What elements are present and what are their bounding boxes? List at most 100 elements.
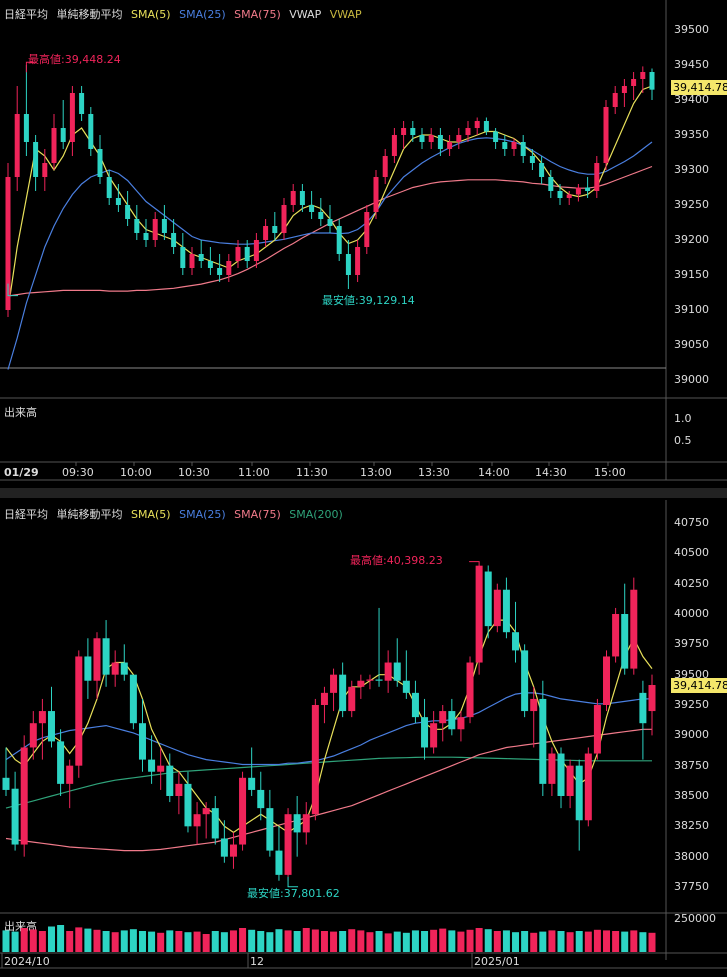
- daily-x-tick: 12: [250, 955, 264, 968]
- intraday-candle: [621, 86, 627, 93]
- daily-candle: [175, 783, 183, 796]
- daily-volume-bar: [84, 928, 92, 952]
- daily-volume-bar: [411, 930, 419, 952]
- daily-volume-bar: [239, 928, 247, 952]
- intraday-candle: [520, 142, 526, 156]
- daily-candle: [20, 747, 28, 845]
- daily-volume-bar: [20, 928, 28, 952]
- daily-candle: [339, 674, 347, 712]
- daily-candle: [593, 705, 601, 754]
- legend-sma5[interactable]: SMA(5): [131, 508, 171, 521]
- daily-y-tick: 39000: [674, 728, 709, 742]
- intraday-x-tick: 13:00: [360, 466, 392, 479]
- daily-high-label: 最高値:40,398.23: [350, 554, 443, 567]
- panel-divider: [0, 488, 727, 498]
- daily-low-label: 最安値:37,801.62: [247, 887, 340, 900]
- daily-volume-bar: [93, 929, 101, 952]
- daily-volume-bar: [257, 931, 265, 952]
- daily-candle: [202, 808, 210, 815]
- intraday-candle: [23, 114, 29, 142]
- daily-volume-tick: 250000: [674, 912, 716, 925]
- intraday-y-tick: 39400: [674, 93, 709, 106]
- daily-candle: [584, 753, 592, 821]
- daily-volume-bar: [111, 932, 119, 952]
- intraday-sma25-line: [7, 137, 653, 370]
- daily-y-tick: 38500: [674, 789, 709, 802]
- daily-volume-bar: [593, 929, 601, 952]
- intraday-volume-tick: 0.5: [674, 434, 692, 447]
- daily-candle: [166, 765, 174, 796]
- daily-candle: [148, 759, 156, 772]
- daily-legend: 日経平均 単純移動平均 SMA(5) SMA(25) SMA(75) SMA(2…: [4, 506, 348, 522]
- daily-candle: [257, 789, 265, 809]
- daily-candle: [348, 686, 356, 712]
- daily-volume-bar: [621, 931, 629, 952]
- intraday-x-tick: 15:00: [594, 466, 626, 479]
- daily-volume-bar: [47, 926, 55, 952]
- daily-volume-bar: [648, 932, 656, 952]
- intraday-candle: [428, 135, 434, 142]
- daily-chart-panel: 日経平均 単純移動平均 SMA(5) SMA(25) SMA(75) SMA(2…: [0, 500, 727, 977]
- daily-candle: [603, 656, 611, 705]
- legend-sma25[interactable]: SMA(25): [179, 8, 226, 21]
- legend-sma75[interactable]: SMA(75): [234, 8, 281, 21]
- intraday-candle: [60, 128, 66, 142]
- daily-volume-bar: [275, 929, 283, 952]
- intraday-x-tick: 10:00: [120, 466, 152, 479]
- legend-vwap-1[interactable]: VWAP: [289, 8, 322, 21]
- daily-volume-bar: [339, 931, 347, 952]
- legend-sma5[interactable]: SMA(5): [131, 8, 171, 21]
- legend-sma25[interactable]: SMA(25): [179, 508, 226, 521]
- daily-candle: [502, 589, 510, 633]
- daily-candle: [575, 765, 583, 821]
- daily-x-tick: 2024/10: [4, 955, 50, 968]
- intraday-candle: [373, 177, 379, 212]
- intraday-y-tick: 39500: [674, 23, 709, 36]
- daily-volume-bar: [57, 925, 65, 952]
- daily-candle: [229, 844, 237, 857]
- daily-volume-bar: [229, 930, 237, 952]
- daily-volume-bar: [357, 930, 365, 952]
- daily-candle: [366, 679, 374, 681]
- legend-sma75[interactable]: SMA(75): [234, 508, 281, 521]
- intraday-candle: [456, 135, 462, 142]
- daily-volume-bar: [484, 929, 492, 952]
- daily-volume-bar: [548, 930, 556, 952]
- intraday-candle: [511, 142, 517, 149]
- daily-candle: [548, 753, 556, 784]
- daily-volume-bar: [193, 931, 201, 952]
- intraday-y-tick: 39000: [674, 373, 709, 386]
- intraday-candle: [244, 247, 250, 261]
- daily-candle: [211, 808, 219, 839]
- intraday-candle: [69, 93, 75, 142]
- daily-candle: [57, 741, 65, 784]
- daily-candle: [448, 711, 456, 730]
- daily-candle: [220, 838, 228, 857]
- intraday-candle: [207, 261, 213, 268]
- daily-volume-bar: [575, 931, 583, 952]
- intraday-high-label: 最高値:39,448.24: [28, 53, 121, 66]
- intraday-candle: [198, 254, 204, 261]
- intraday-candle: [217, 268, 223, 275]
- intraday-candle: [539, 163, 545, 177]
- daily-volume-bar: [220, 932, 228, 952]
- legend-index-name: 日経平均: [4, 8, 48, 21]
- daily-high-marker: [469, 561, 480, 570]
- intraday-x-tick: 14:30: [535, 466, 567, 479]
- intraday-y-tick: 39250: [674, 198, 709, 211]
- intraday-y-tick: 39150: [674, 268, 709, 281]
- intraday-candle: [548, 177, 554, 191]
- daily-candle: [393, 662, 401, 681]
- daily-candle: [102, 638, 110, 675]
- legend-vwap-2[interactable]: VWAP: [329, 8, 362, 21]
- legend-sma200[interactable]: SMA(200): [289, 508, 343, 521]
- intraday-candle: [465, 128, 471, 135]
- daily-volume-bar: [630, 930, 638, 952]
- daily-volume-bar: [448, 930, 456, 952]
- daily-candle: [320, 692, 328, 705]
- intraday-candle: [566, 194, 572, 198]
- intraday-candle: [97, 149, 103, 177]
- daily-candle: [184, 783, 192, 827]
- daily-volume-bar: [502, 930, 510, 952]
